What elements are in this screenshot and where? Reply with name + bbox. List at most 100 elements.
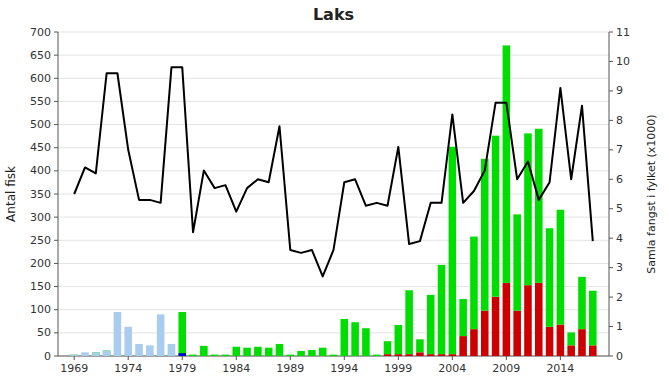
bar [535,129,543,283]
bar [513,356,521,357]
y-tick [54,32,58,33]
y-tick [54,240,58,241]
bar [157,356,165,357]
bar-series [178,353,186,356]
bar [146,356,154,357]
bar [287,356,295,357]
y2-tick [609,120,613,121]
y-tick-label: 550 [30,95,51,108]
x-tick-label: 1969 [60,362,88,375]
x-tick-label: 1994 [330,362,358,375]
bar [178,353,186,356]
bar [362,328,370,356]
y-tick-label: 250 [30,234,51,247]
bar [449,147,457,354]
bar [416,339,424,352]
x-tick [452,356,453,360]
bar [395,354,403,356]
bar [449,354,457,356]
y-tick-label: 650 [30,49,51,62]
x-tick-label: 1979 [168,362,196,375]
bar [546,356,554,357]
x-tick-label: 1974 [114,362,142,375]
bar [297,356,305,357]
y-tick-label: 600 [30,72,51,85]
bar [405,356,413,357]
bar [449,356,457,357]
y-tick-label: 500 [30,118,51,131]
bar [276,344,284,356]
bar-series [70,45,596,356]
y2-tick [609,267,613,268]
bar [373,356,381,357]
y2-tick-label: 0 [616,350,623,363]
bar [492,356,500,357]
bar [459,356,467,357]
bar [567,345,575,356]
bar [535,356,543,357]
y-tick [54,147,58,148]
y2-tick [609,356,613,357]
y-tick [54,55,58,56]
y-tick-label: 300 [30,211,51,224]
bar [384,356,392,357]
y2-tick-label: 3 [616,261,623,274]
y-tick [54,356,58,357]
bar [189,355,197,356]
grid-line [58,55,609,56]
y-tick [54,78,58,79]
y2-tick [609,90,613,91]
y2-tick-label: 7 [616,143,623,156]
y-tick-label: 0 [44,350,51,363]
bar [567,356,575,357]
y-tick-label: 350 [30,188,51,201]
bar [232,356,240,357]
bar [492,297,500,356]
bar [70,355,78,356]
bar [81,356,89,357]
y-tick [54,332,58,333]
chart: 0501001502002503003504004505005506006507… [0,0,669,386]
bar [557,356,565,357]
bar [373,355,381,356]
bar [427,354,435,356]
bar [427,356,435,357]
bar [589,356,597,357]
bar [470,329,478,356]
bar [157,314,165,356]
bar [341,356,349,357]
bar [114,312,122,356]
bar [189,356,197,357]
bar [427,295,435,354]
bar [405,290,413,354]
bar [222,355,230,356]
bar [524,356,532,357]
bar [319,356,327,357]
bar [70,355,78,356]
bar [254,356,262,357]
bar [222,356,230,357]
bar [578,277,586,329]
bar [92,356,100,357]
bar [200,356,208,357]
bar [276,356,284,357]
y-axis-line [58,32,59,356]
y-tick [54,170,58,171]
x-tick-label: 1989 [276,362,304,375]
bar [276,356,284,357]
line [74,67,593,276]
bar [103,350,111,356]
bar [416,356,424,357]
bar [384,354,392,356]
bar [567,332,575,345]
bar [395,356,403,357]
bar [546,356,554,357]
y-tick [54,124,58,125]
y2-tick [609,297,613,298]
y-tick-label: 700 [30,26,51,39]
bar [124,327,132,356]
bar [503,45,511,282]
x-tick [290,356,291,360]
y2-tick [609,179,613,180]
bar [81,352,89,356]
